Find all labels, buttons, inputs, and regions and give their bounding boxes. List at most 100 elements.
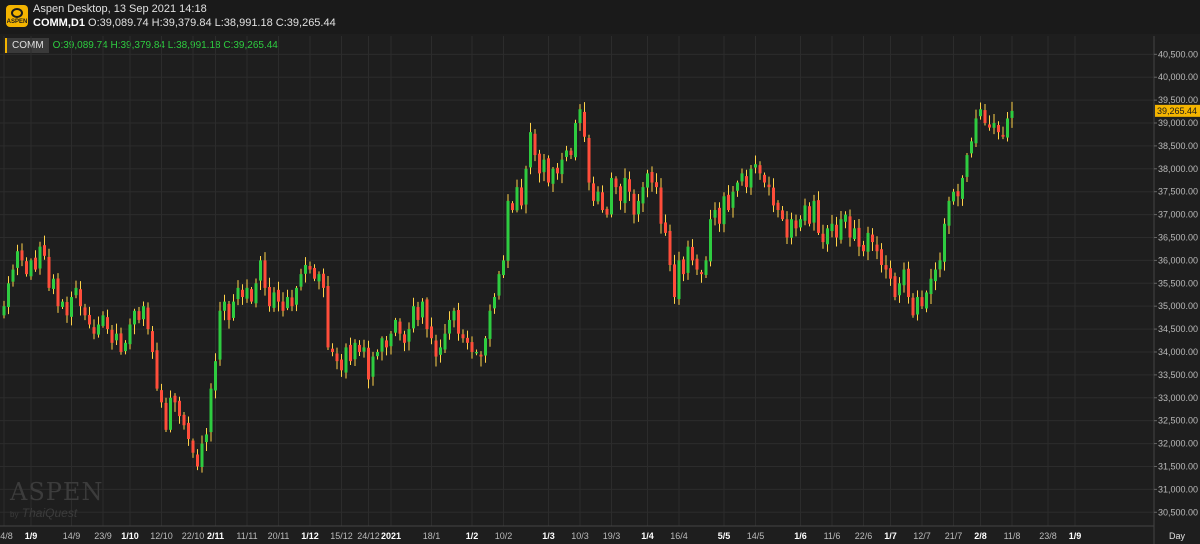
x-tick-label-24: 1/6 [794, 531, 807, 541]
candle-body-52 [236, 287, 240, 300]
candle-body-27 [124, 342, 127, 352]
candle-body-73 [331, 348, 334, 352]
candle-body-113 [511, 203, 514, 211]
candle-body-210 [947, 200, 951, 226]
candle-body-153 [691, 246, 694, 261]
candle-body-104 [470, 342, 474, 352]
candle-body-64 [290, 297, 294, 307]
candle-body-44 [200, 443, 204, 468]
candle-body-82 [371, 356, 375, 377]
x-tick-label-31: 11/8 [1004, 531, 1021, 541]
candle-body-150 [677, 260, 681, 300]
x-tick-label-5: 12/10 [150, 531, 173, 541]
app-title: Aspen Desktop, 13 Sep 2021 14:18 [33, 3, 207, 15]
candle-body-203 [916, 297, 919, 315]
candle-body-169 [763, 174, 766, 183]
x-axis-label: Day [1169, 531, 1186, 541]
candle-body-205 [925, 292, 928, 309]
candle-body-122 [551, 168, 555, 184]
candle-body-25 [115, 333, 118, 341]
candle-body-144 [650, 172, 654, 183]
candle-body-85 [385, 340, 388, 348]
candle-body-41 [187, 422, 190, 439]
candle-body-34 [155, 350, 159, 389]
x-tick-label-29: 21/7 [945, 531, 963, 541]
candle-body-62 [281, 301, 285, 311]
x-tick-label-22: 5/5 [718, 531, 731, 541]
candle-body-146 [659, 187, 663, 224]
x-tick-label-17: 1/3 [542, 531, 555, 541]
candle-body-60 [272, 292, 276, 308]
symbol-tag[interactable]: COMM [7, 38, 49, 53]
y-tick-label-10: 35,500.00 [1158, 278, 1198, 288]
candle-body-178 [803, 205, 807, 221]
candle-body-164 [740, 173, 744, 182]
candle-body-35 [160, 390, 163, 403]
candle-body-130 [587, 137, 591, 183]
candle-body-32 [146, 307, 150, 330]
candle-body-216 [974, 118, 978, 144]
x-tick-label-33: 1/9 [1069, 531, 1082, 541]
y-tick-label-6: 33,500.00 [1158, 370, 1198, 380]
candle-body-59 [268, 287, 271, 307]
candle-body-28 [128, 324, 132, 345]
candle-body-138 [623, 177, 627, 204]
candle-body-190 [857, 227, 861, 247]
x-tick-label-26: 22/6 [855, 531, 873, 541]
candle-body-65 [295, 287, 298, 305]
y-tick-label-17: 39,000.00 [1158, 118, 1198, 128]
candle-body-9 [43, 245, 46, 256]
candle-body-83 [376, 351, 379, 357]
candle-body-91 [412, 306, 415, 329]
x-tick-label-0: 24/8 [0, 531, 13, 541]
candle-body-209 [943, 223, 946, 262]
candle-body-167 [754, 164, 757, 168]
aspen-logo: ASPEN [6, 5, 28, 27]
x-tick-label-15: 1/2 [466, 531, 479, 541]
y-tick-label-3: 32,000.00 [1158, 439, 1198, 449]
candle-body-165 [745, 176, 748, 188]
x-tick-label-12: 24/12 [357, 531, 380, 541]
candle-body-76 [344, 347, 348, 373]
candle-body-11 [52, 278, 55, 289]
chart-header: ASPEN Aspen Desktop, 13 Sep 2021 14:18 C… [0, 0, 1200, 34]
symbol-bar[interactable]: COMM O:39,089.74 H:39,379.84 L:38,991.18… [5, 38, 278, 53]
candle-body-162 [731, 191, 735, 208]
candle-body-135 [610, 177, 613, 215]
x-tick-label-11: 15/12 [330, 531, 353, 541]
watermark-vendor: by ThaiQuest [10, 506, 77, 520]
candle-body-134 [605, 208, 609, 215]
candle-body-201 [907, 268, 910, 298]
candle-body-51 [232, 301, 235, 318]
candle-body-214 [965, 155, 969, 177]
x-tick-label-32: 23/8 [1039, 531, 1057, 541]
candle-body-71 [322, 273, 325, 288]
candle-body-33 [151, 331, 154, 352]
candle-body-50 [227, 303, 231, 320]
x-tick-label-9: 20/11 [268, 531, 290, 541]
candle-body-220 [992, 123, 996, 128]
candle-body-47 [214, 361, 217, 391]
candle-body-15 [70, 297, 73, 317]
candle-body-121 [547, 158, 550, 183]
y-tick-label-0: 30,500.00 [1158, 507, 1198, 517]
y-tick-label-7: 34,000.00 [1158, 347, 1198, 357]
candle-body-118 [533, 133, 537, 156]
candle-body-22 [101, 315, 105, 326]
x-tick-label-13: 2021 [381, 531, 401, 541]
candle-body-200 [902, 269, 906, 286]
x-tick-label-10: 1/12 [301, 531, 319, 541]
candle-body-17 [79, 289, 82, 307]
candle-body-5 [25, 261, 28, 275]
candle-body-171 [772, 187, 775, 206]
candle-body-151 [682, 259, 685, 275]
candle-body-161 [727, 194, 730, 211]
x-tick-label-25: 11/6 [824, 531, 841, 541]
candle-body-14 [65, 302, 69, 316]
watermark-vendor-name: ThaiQuest [21, 506, 78, 520]
x-tick-label-18: 10/3 [571, 531, 589, 541]
candle-body-12 [56, 278, 60, 307]
candle-body-108 [488, 310, 492, 339]
candle-body-156 [704, 260, 708, 275]
